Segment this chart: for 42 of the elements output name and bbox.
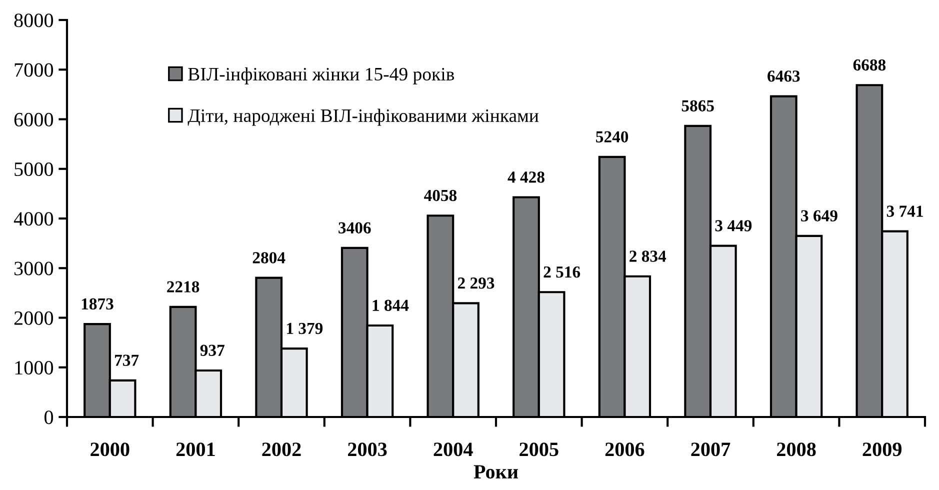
data-label: 2 516	[544, 266, 580, 278]
x-tick-label: 2006	[605, 442, 644, 456]
x-tick-label: 2003	[348, 442, 387, 456]
y-tick-label: 7000	[14, 63, 54, 77]
data-label: 5240	[596, 131, 628, 142]
x-tick-label: 2000	[90, 442, 130, 456]
legend-label: ВІЛ-інфіковані жінки 15-49 років	[188, 67, 454, 84]
data-label: 3 741	[886, 206, 923, 217]
data-label: 3 649	[801, 210, 838, 222]
data-label: 3 449	[715, 220, 752, 232]
y-tick-label: 4000	[14, 212, 54, 226]
y-tick-label: 3000	[14, 262, 54, 276]
legend-label: Діти, народжені ВІЛ-інфікованими жінками	[188, 108, 539, 126]
data-label: 1873	[82, 298, 114, 310]
x-axis-title: Роки	[474, 465, 518, 479]
y-tick-label: 0	[44, 410, 54, 424]
x-tick-label: 2007	[691, 442, 730, 456]
y-tick-label: 5000	[14, 162, 54, 176]
data-label: 6688	[853, 59, 886, 71]
x-tick-label: 2009	[862, 442, 902, 456]
data-label: 2 834	[630, 250, 666, 262]
data-label: 2 293	[458, 278, 494, 289]
x-tick-label: 2005	[520, 442, 558, 456]
data-label: 3406	[338, 222, 371, 234]
x-tick-label: 2004	[434, 442, 473, 456]
data-label: 4 428	[508, 172, 544, 183]
data-label: 737	[115, 354, 139, 366]
data-label: 5865	[682, 100, 714, 112]
x-tick-label: 2008	[777, 442, 816, 456]
data-label: 1 379	[287, 322, 323, 334]
y-tick-label: 2000	[14, 311, 54, 325]
y-tick-label: 8000	[14, 14, 54, 28]
data-label: 937	[200, 344, 224, 356]
data-label: 2218	[167, 281, 200, 292]
y-tick-label: 1000	[15, 360, 54, 375]
data-label: 2804	[252, 252, 286, 264]
data-label: 4058	[424, 190, 457, 202]
x-tick-label: 2002	[262, 442, 301, 456]
y-tick-label: 6000	[14, 112, 54, 126]
data-label: 6463	[768, 70, 800, 82]
x-tick-label: 2001	[176, 442, 215, 456]
data-label: 1 844	[372, 300, 409, 311]
